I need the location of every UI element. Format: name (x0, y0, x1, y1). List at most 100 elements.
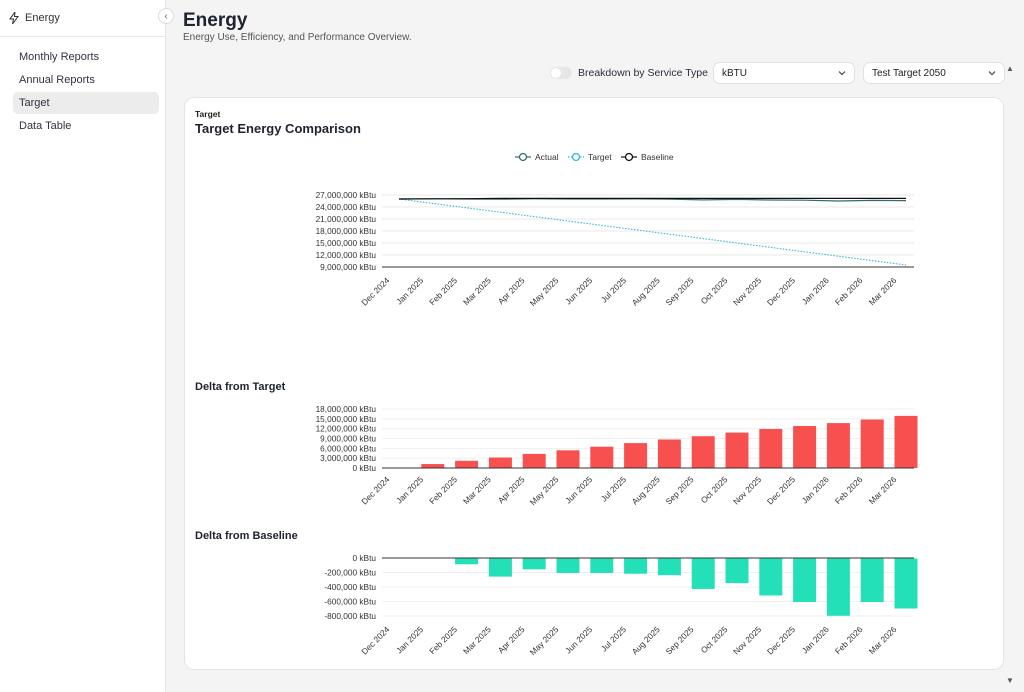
y-tick-label: 0 kBtu (352, 463, 376, 473)
breakdown-toggle[interactable] (550, 67, 572, 79)
legend-marker (571, 152, 581, 162)
unit-select-value: kBTU (722, 67, 747, 79)
x-tick-label: Jun 2025 (563, 624, 594, 655)
sidebar-item-label: Target (19, 97, 50, 109)
x-tick-label: Feb 2025 (427, 275, 459, 307)
breakdown-toggle-group: Breakdown by Service Type (550, 62, 716, 84)
sidebar-item-label: Data Table (19, 120, 72, 132)
bar (691, 436, 715, 468)
bar (793, 426, 817, 468)
target-select[interactable]: Test Target 2050 (863, 62, 1005, 84)
legend-label: Actual (535, 152, 559, 162)
x-tick-label: Apr 2025 (496, 624, 527, 655)
x-tick-label: May 2025 (528, 624, 561, 657)
bar (725, 558, 749, 584)
x-tick-label: Apr 2025 (496, 275, 527, 306)
breakdown-toggle-label: Breakdown by Service Type (578, 67, 708, 79)
delta-target-title: Delta from Target (195, 381, 286, 393)
collapse-sidebar-button[interactable]: ‹ (158, 8, 174, 24)
x-tick-label: Jan 2025 (394, 624, 425, 655)
scroll-up-arrow-icon[interactable]: ▲ (1006, 64, 1014, 73)
y-tick-label: 12,000,000 kBtu (316, 250, 377, 260)
sidebar-item-annual-reports[interactable]: Annual Reports (13, 69, 159, 91)
x-tick-label: Feb 2026 (833, 474, 865, 506)
bar (624, 558, 648, 574)
bar (860, 558, 884, 602)
x-tick-label: Nov 2025 (731, 474, 763, 506)
bar (826, 423, 850, 468)
bar (590, 446, 614, 468)
x-tick-label: Mar 2025 (461, 275, 493, 307)
y-tick-label: 9,000,000 kBtu (320, 262, 376, 272)
delta-baseline-title: Delta from Baseline (195, 530, 298, 542)
y-tick-label: -600,000 kBtu (324, 597, 376, 607)
x-tick-label: Jan 2025 (394, 275, 425, 306)
x-tick-label: May 2025 (528, 474, 561, 507)
x-tick-label: Apr 2025 (496, 474, 527, 505)
x-tick-label: Mar 2026 (867, 624, 899, 656)
y-tick-label: 24,000,000 kBtu (316, 202, 377, 212)
bar (759, 428, 783, 468)
sidebar: Energy Monthly Reports Annual Reports Ta… (0, 0, 166, 692)
sidebar-item-data-table[interactable]: Data Table (13, 115, 159, 137)
x-tick-label: Jul 2025 (599, 624, 629, 654)
bar (793, 558, 817, 602)
sidebar-item-target[interactable]: Target (13, 92, 159, 114)
x-tick-label: Jan 2026 (800, 275, 831, 306)
y-tick-label: 15,000,000 kBtu (316, 238, 377, 248)
bar (657, 439, 681, 468)
bar (691, 558, 715, 589)
x-tick-label: Sep 2025 (663, 275, 695, 307)
bar (725, 432, 749, 468)
bar (590, 558, 614, 573)
x-tick-label: Aug 2025 (630, 624, 662, 656)
lightning-icon (9, 12, 19, 24)
bar (894, 415, 918, 468)
x-tick-label: Jul 2025 (599, 275, 629, 305)
sidebar-item-label: Monthly Reports (19, 51, 100, 63)
x-tick-label: Oct 2025 (699, 624, 730, 655)
bar (826, 558, 850, 616)
x-tick-label: Jan 2025 (394, 474, 425, 505)
sidebar-item-monthly-reports[interactable]: Monthly Reports (13, 46, 159, 68)
legend-label: Baseline (641, 152, 674, 162)
y-tick-label: -400,000 kBtu (324, 582, 376, 592)
series-line-target (398, 198, 907, 266)
y-tick-label: 21,000,000 kBtu (316, 214, 377, 224)
page-subtitle: Energy Use, Efficiency, and Performance … (183, 32, 412, 43)
y-tick-label: 27,000,000 kBtu (316, 190, 377, 200)
x-tick-label: Mar 2026 (867, 275, 899, 307)
legend-marker (624, 152, 634, 162)
sidebar-item-label: Annual Reports (19, 74, 95, 86)
y-tick-label: 15,000,000 kBtu (316, 414, 377, 424)
x-tick-label: Jun 2025 (563, 275, 594, 306)
bar (624, 443, 648, 468)
bar (556, 450, 580, 468)
x-tick-label: Mar 2025 (461, 624, 493, 656)
bar (488, 457, 512, 468)
y-tick-label: -200,000 kBtu (324, 568, 376, 578)
bar (488, 558, 512, 577)
x-tick-label: Jul 2025 (599, 474, 629, 504)
series-line-baseline (398, 197, 906, 200)
sidebar-header[interactable]: Energy (0, 0, 165, 37)
bar (894, 558, 918, 609)
y-tick-label: 18,000,000 kBtu (316, 226, 377, 236)
x-tick-label: Dec 2024 (359, 624, 391, 656)
x-tick-label: Mar 2025 (461, 474, 493, 506)
unit-select[interactable]: kBTU (713, 62, 855, 84)
x-tick-label: Oct 2025 (699, 474, 730, 505)
x-tick-label: Nov 2025 (731, 624, 763, 656)
scroll-down-arrow-icon[interactable]: ▼ (1006, 676, 1014, 685)
legend-marker (518, 152, 528, 162)
bar (455, 460, 479, 468)
card-title: Target Energy Comparison (195, 121, 361, 136)
x-tick-label: Oct 2025 (699, 275, 730, 306)
chevron-down-icon (838, 71, 846, 76)
bar (657, 558, 681, 576)
x-tick-label: Mar 2026 (867, 474, 899, 506)
x-tick-label: Sep 2025 (663, 474, 695, 506)
x-tick-label: Dec 2024 (359, 474, 391, 506)
app-title: Energy (25, 12, 60, 24)
x-tick-label: Aug 2025 (630, 474, 662, 506)
